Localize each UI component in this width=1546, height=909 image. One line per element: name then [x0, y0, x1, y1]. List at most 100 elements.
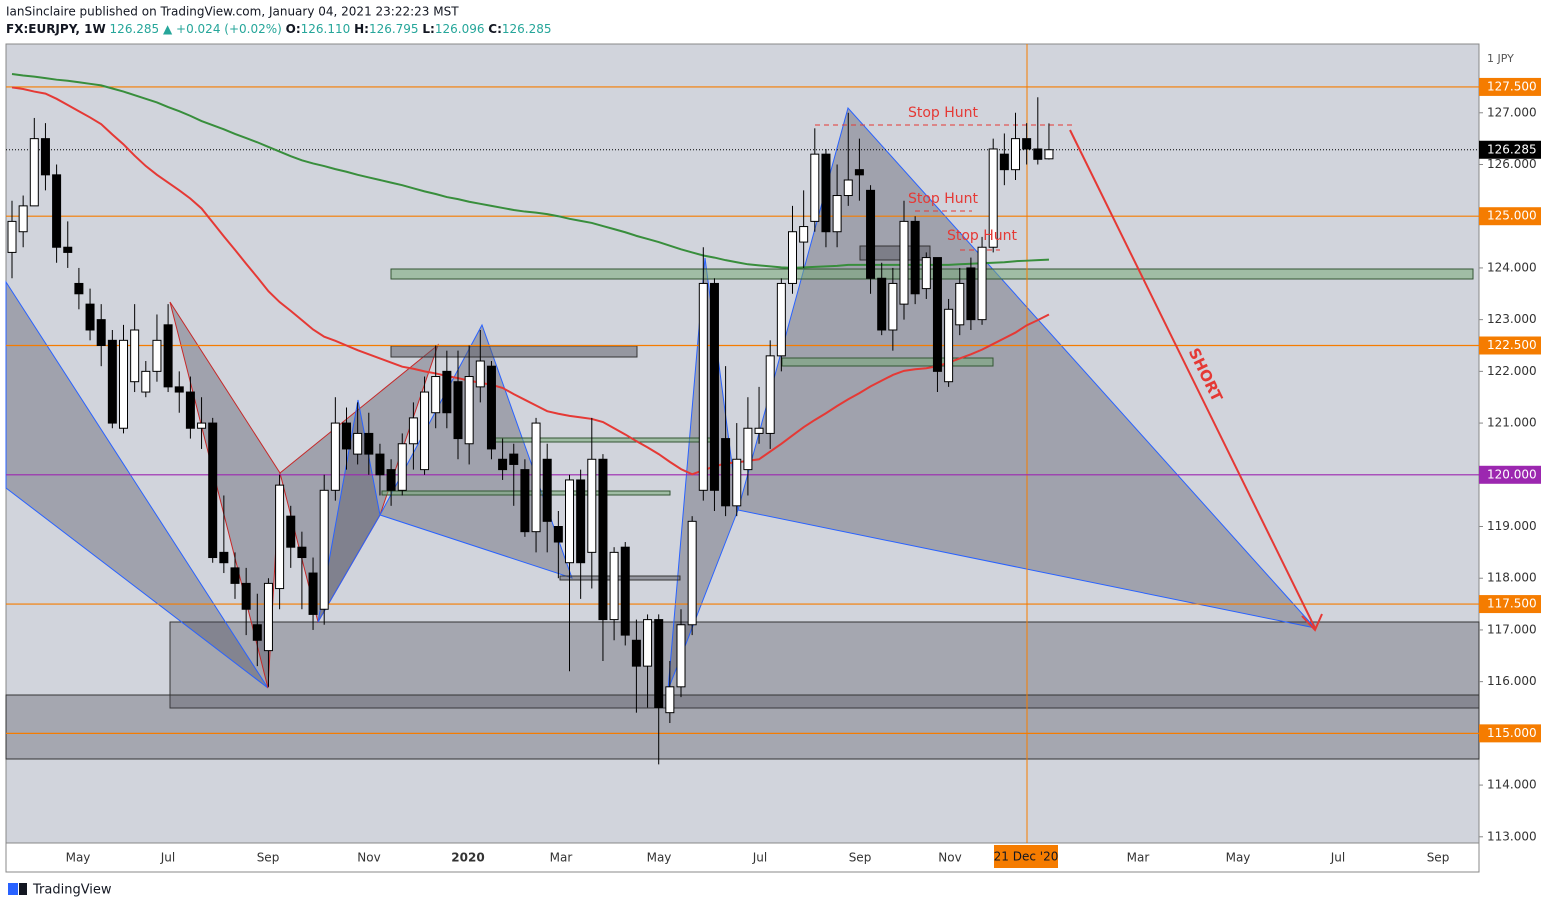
candle-body	[74, 282, 84, 295]
moving-average	[11, 73, 1049, 269]
candle-body	[687, 520, 697, 626]
candle-body	[932, 257, 942, 372]
x-tick-label: Mar	[550, 851, 573, 865]
candle-body	[944, 308, 954, 383]
candle-body	[788, 231, 797, 284]
candle-body	[1022, 138, 1032, 150]
candle-body	[1044, 149, 1054, 160]
zone	[390, 268, 1474, 280]
level-box	[1479, 724, 1541, 743]
candle-body	[732, 458, 742, 507]
arrow-head	[1301, 613, 1323, 632]
footer-brand: TradingView	[32, 883, 112, 898]
ohlc-value: 126.795	[369, 22, 419, 36]
candle-body	[29, 138, 39, 207]
logo	[8, 883, 18, 895]
zone	[559, 575, 681, 581]
symbol: FX:EURJPY, 1W	[6, 22, 106, 36]
x-tick-label: May	[1226, 851, 1251, 865]
candle-body	[598, 458, 608, 621]
annotation: Stop Hunt	[908, 191, 979, 207]
x-tick-label: Jul	[1330, 851, 1345, 865]
candle-body	[765, 355, 775, 434]
plot-area	[6, 44, 1479, 843]
candle-body	[520, 469, 530, 533]
candle-body	[698, 282, 708, 491]
candle-body	[509, 453, 519, 465]
last-price: 126.285	[110, 22, 160, 36]
candle-body	[18, 205, 28, 233]
level-label: 122.500	[1487, 338, 1537, 352]
zone	[169, 621, 1480, 709]
candle-body	[130, 329, 140, 383]
x-tick-label: Jul	[160, 851, 175, 865]
candle-body	[587, 458, 597, 553]
y-tick-label: 119.000	[1487, 519, 1537, 533]
x-tick-label: 2020	[451, 851, 484, 865]
y-tick-label: 118.000	[1487, 571, 1537, 585]
candle-body	[977, 246, 987, 321]
logo	[19, 883, 27, 895]
candle-body	[453, 381, 463, 440]
crosshair-label: 21 Dec '20	[994, 850, 1059, 864]
level-box	[1479, 465, 1541, 484]
candle-body	[163, 324, 173, 388]
marks	[7, 73, 1054, 765]
x-tick-label: Nov	[357, 851, 380, 865]
y-tick-label: 114.000	[1487, 778, 1537, 792]
x-tick-label: Jul	[752, 851, 767, 865]
candle-body	[63, 246, 73, 253]
candle-body	[319, 489, 329, 610]
candle-body	[810, 153, 820, 222]
ohlc-key: L:	[422, 22, 434, 36]
candle-body	[263, 582, 273, 652]
candle-body	[52, 174, 62, 248]
zone	[781, 357, 994, 367]
candle-body	[308, 572, 318, 615]
candle-body	[955, 282, 965, 326]
candle-body	[620, 546, 630, 636]
candle-body	[821, 153, 831, 233]
y-tick-label: 124.000	[1487, 260, 1537, 274]
candle-body	[275, 484, 285, 590]
candle-body	[854, 169, 864, 176]
candle-body	[609, 551, 619, 621]
short-arrow	[1069, 129, 1323, 632]
level-box	[1479, 207, 1541, 226]
footer: TradingView	[8, 883, 112, 898]
candle-body	[7, 220, 17, 253]
candle-body	[553, 526, 563, 543]
ohlc-key: H:	[354, 22, 369, 36]
candle-body	[197, 422, 207, 429]
x-tick-label: May	[647, 851, 672, 865]
candle-body	[486, 365, 496, 450]
candle-body	[899, 220, 909, 305]
candle-body	[832, 195, 842, 233]
level-label: 126.285	[1487, 142, 1537, 156]
candle-body	[174, 386, 184, 393]
candle-body	[643, 619, 653, 667]
candle-body	[966, 267, 976, 321]
candle-body	[431, 376, 441, 414]
y-tick-label: 127.000	[1487, 105, 1537, 119]
candle-body	[654, 619, 664, 709]
candle-body	[754, 427, 764, 434]
candle-body	[152, 339, 162, 372]
candle-body	[241, 582, 251, 610]
candle-body	[85, 303, 95, 331]
candle-body	[408, 417, 418, 445]
level-box	[1479, 77, 1541, 96]
level-label: 125.000	[1487, 209, 1537, 223]
candle-body	[208, 422, 218, 559]
candle-body	[988, 148, 998, 248]
candle-body	[631, 639, 641, 667]
levels	[6, 86, 1479, 734]
candle-body	[442, 370, 452, 414]
candle-body	[40, 138, 50, 176]
change: ▲ +0.024 (+0.02%)	[163, 22, 282, 36]
crosshair-box	[994, 845, 1058, 868]
arrow-line	[1069, 129, 1316, 629]
annotation: Stop Hunt	[947, 228, 1018, 244]
